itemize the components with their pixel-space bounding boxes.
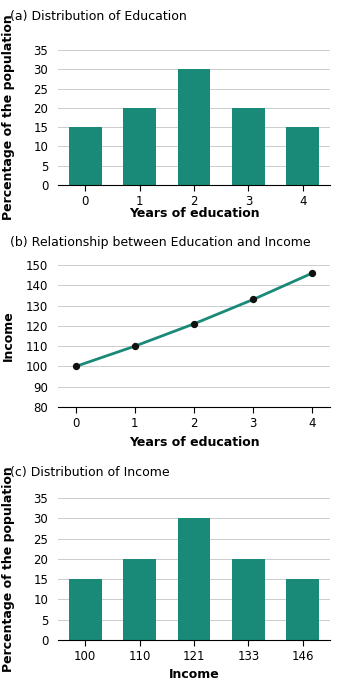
Text: (c) Distribution of Income: (c) Distribution of Income <box>10 466 170 479</box>
Text: Income: Income <box>2 311 15 361</box>
Text: Percentage of the population: Percentage of the population <box>2 15 15 220</box>
Bar <box>69 579 101 640</box>
Bar <box>286 127 319 185</box>
Bar <box>123 559 156 640</box>
Text: Income: Income <box>168 668 219 681</box>
Text: (b) Relationship between Education and Income: (b) Relationship between Education and I… <box>10 236 311 249</box>
Bar <box>286 579 319 640</box>
Point <box>132 341 137 352</box>
Bar <box>178 518 210 640</box>
Text: Years of education: Years of education <box>129 436 259 449</box>
Bar <box>123 108 156 185</box>
Text: Percentage of the population: Percentage of the population <box>2 466 15 672</box>
Text: (a) Distribution of Education: (a) Distribution of Education <box>10 10 187 23</box>
Bar <box>232 559 265 640</box>
Bar <box>178 70 210 185</box>
Point <box>310 268 315 279</box>
Point <box>73 361 79 372</box>
Bar <box>232 108 265 185</box>
Text: Years of education: Years of education <box>129 207 259 220</box>
Point <box>191 318 197 329</box>
Bar <box>69 127 101 185</box>
Point <box>250 294 256 305</box>
